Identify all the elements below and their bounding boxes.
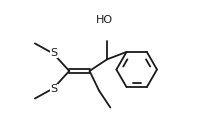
Text: HO: HO <box>95 15 113 25</box>
Text: S: S <box>50 84 58 94</box>
Text: S: S <box>50 48 58 58</box>
